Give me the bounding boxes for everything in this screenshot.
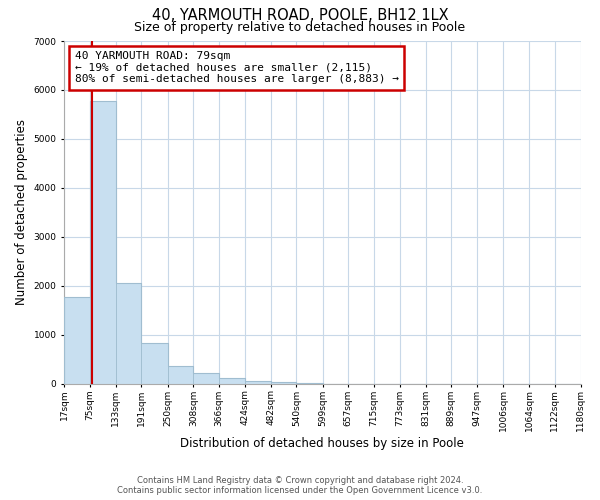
Bar <box>142 342 167 384</box>
Bar <box>116 283 142 384</box>
Text: Contains HM Land Registry data © Crown copyright and database right 2024.
Contai: Contains HM Land Registry data © Crown c… <box>118 476 482 495</box>
Bar <box>271 382 296 384</box>
X-axis label: Distribution of detached houses by size in Poole: Distribution of detached houses by size … <box>181 437 464 450</box>
Y-axis label: Number of detached properties: Number of detached properties <box>15 120 28 306</box>
Bar <box>167 366 193 384</box>
Text: 40 YARMOUTH ROAD: 79sqm
← 19% of detached houses are smaller (2,115)
80% of semi: 40 YARMOUTH ROAD: 79sqm ← 19% of detache… <box>74 52 398 84</box>
Text: 40, YARMOUTH ROAD, POOLE, BH12 1LX: 40, YARMOUTH ROAD, POOLE, BH12 1LX <box>152 8 448 22</box>
Bar <box>64 296 90 384</box>
Bar <box>193 372 219 384</box>
Text: Size of property relative to detached houses in Poole: Size of property relative to detached ho… <box>134 21 466 34</box>
Bar <box>219 378 245 384</box>
Bar <box>245 381 271 384</box>
Bar <box>90 100 116 384</box>
